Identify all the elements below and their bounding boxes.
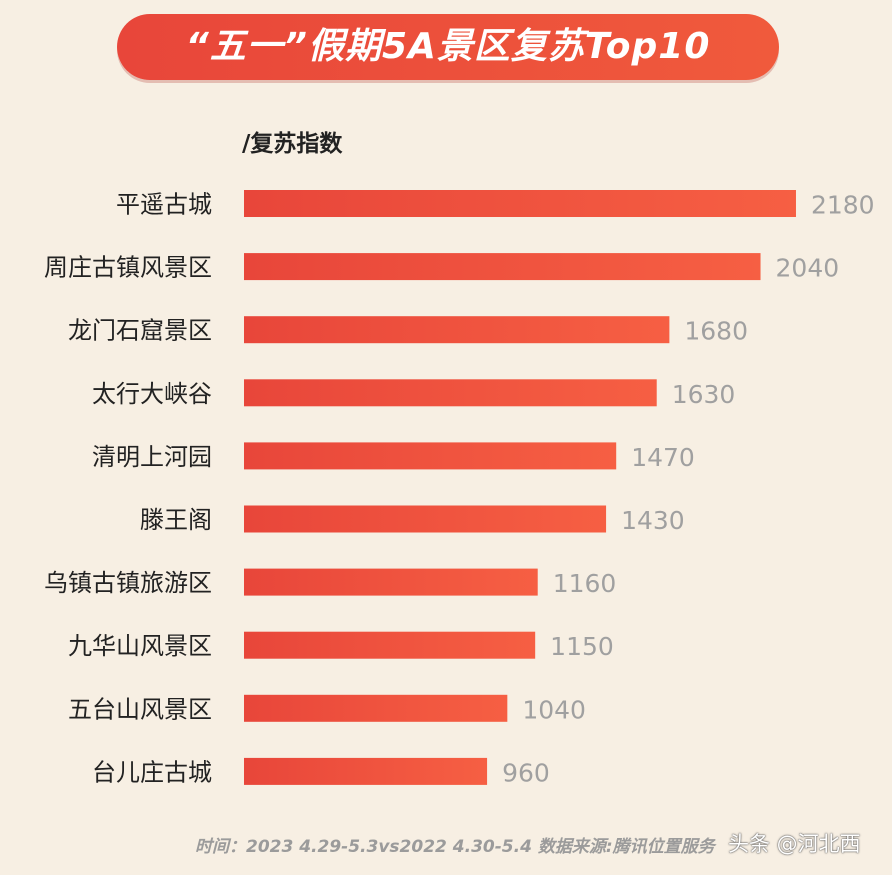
bar <box>244 568 538 596</box>
category-label: 周庄古镇风景区 <box>44 254 212 282</box>
value-label: 1430 <box>621 506 685 535</box>
value-label: 2180 <box>811 191 875 220</box>
value-label: 1630 <box>672 380 736 409</box>
category-label: 台儿庄古城 <box>92 758 212 786</box>
category-label: 九华山风景区 <box>68 632 212 660</box>
category-label: 乌镇古镇旅游区 <box>44 569 212 597</box>
watermark: 头条 @河北西 <box>728 832 861 856</box>
bar <box>244 253 761 281</box>
value-label: 1150 <box>550 632 614 661</box>
value-label: 960 <box>502 758 550 787</box>
category-label: 太行大峡谷 <box>92 380 212 408</box>
category-label: 平遥古城 <box>116 191 212 219</box>
bar <box>244 694 508 722</box>
bars-group: 平遥古城 2180 周庄古镇风景区 2040 龙门石窟景区 1680 太行大峡谷 1630 清明… <box>44 190 875 787</box>
category-label: 龙门石窟景区 <box>68 317 212 345</box>
unit-label: /复苏指数 <box>242 131 343 157</box>
bar <box>244 631 536 659</box>
value-label: 1470 <box>631 443 695 472</box>
value-label: 1160 <box>553 569 617 598</box>
footer-note: 时间：2023 4.29-5.3vs2022 4.30-5.4 数据来源:腾讯位… <box>195 837 715 857</box>
bar <box>244 190 796 217</box>
bar <box>244 316 670 344</box>
category-label: 滕王阁 <box>140 506 212 534</box>
bar <box>244 442 617 470</box>
chart-title: “五一”假期5A景区复苏Top10 <box>117 14 779 80</box>
value-label: 1040 <box>522 695 586 724</box>
value-label: 1680 <box>684 317 748 346</box>
value-label: 2040 <box>776 254 840 283</box>
bar <box>244 379 657 407</box>
category-label: 清明上河园 <box>92 443 212 471</box>
bar <box>244 505 607 533</box>
bar <box>244 757 488 785</box>
category-label: 五台山风景区 <box>68 695 212 723</box>
